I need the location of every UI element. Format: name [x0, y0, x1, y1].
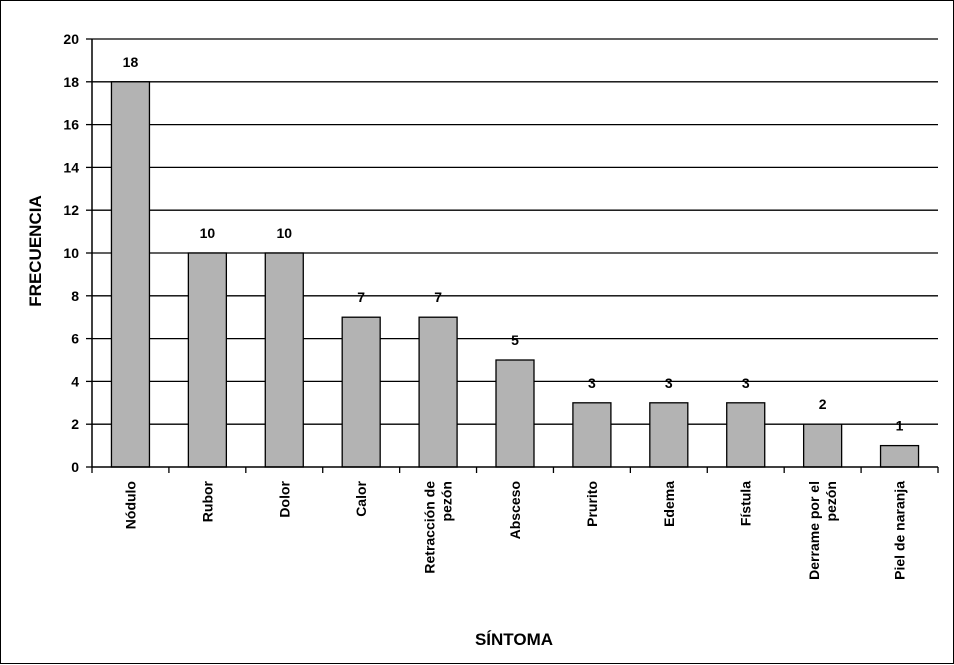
- data-label: 10: [276, 225, 292, 241]
- y-tick-label: 6: [71, 331, 79, 347]
- bar: [649, 402, 689, 468]
- bar: [495, 359, 535, 468]
- bars: [110, 81, 920, 468]
- data-label: 7: [357, 289, 365, 305]
- category-label: Derrame por el: [806, 481, 822, 580]
- category-labels: Nódulo Rubor Dolor Calor Retracción de pezón A…: [122, 480, 907, 579]
- bar: [802, 423, 843, 468]
- bar: [264, 252, 304, 468]
- category-label: Edema: [661, 481, 677, 527]
- category-label: Retracción de: [422, 481, 438, 574]
- axes: [86, 38, 939, 473]
- category-label: Dolor: [276, 480, 292, 517]
- category-label: Absceso: [507, 481, 523, 539]
- data-label: 3: [588, 375, 596, 391]
- y-axis-title: FRECUENCIA: [26, 195, 45, 306]
- bar: [726, 402, 766, 468]
- data-label: 18: [123, 54, 139, 70]
- category-label: Prurito: [584, 481, 600, 527]
- y-tick-label: 10: [63, 245, 79, 261]
- y-tick-label: 18: [63, 74, 79, 90]
- data-label: 10: [200, 225, 216, 241]
- bar: [110, 81, 151, 468]
- category-label: Fístula: [738, 481, 754, 526]
- y-tick-label: 20: [63, 31, 79, 47]
- category-label: pezón: [823, 481, 839, 521]
- bar: [879, 444, 920, 468]
- category-label: Rubor: [199, 480, 215, 522]
- data-label: 2: [819, 396, 827, 412]
- bar: [341, 316, 381, 468]
- x-axis-title: SÍNTOMA: [475, 630, 553, 649]
- category-label: Calor: [353, 480, 369, 516]
- y-tick-label: 8: [71, 288, 79, 304]
- y-tick-label: 0: [71, 459, 79, 475]
- data-label: 1: [896, 418, 904, 434]
- bar: [187, 252, 228, 468]
- y-tick-label: 12: [63, 202, 79, 218]
- gridlines: [92, 38, 938, 425]
- bar: [418, 316, 458, 468]
- data-label: 3: [742, 375, 750, 391]
- data-label: 3: [665, 375, 673, 391]
- category-label: Piel de naranja: [892, 481, 908, 580]
- y-tick-label: 2: [71, 416, 79, 432]
- bar: [572, 402, 612, 468]
- data-label: 5: [511, 332, 519, 348]
- category-label: pezón: [439, 481, 455, 521]
- data-label: 7: [434, 289, 442, 305]
- y-tick-labels: 0 2 4 6 8 10 12 14 16 18 20: [63, 31, 79, 475]
- category-label: Nódulo: [122, 481, 138, 529]
- data-labels: 18 10 10 7 7 5 3 3 3 2 1: [123, 54, 904, 434]
- y-tick-label: 4: [71, 373, 79, 389]
- y-tick-label: 16: [63, 117, 79, 133]
- y-tick-label: 14: [63, 159, 79, 175]
